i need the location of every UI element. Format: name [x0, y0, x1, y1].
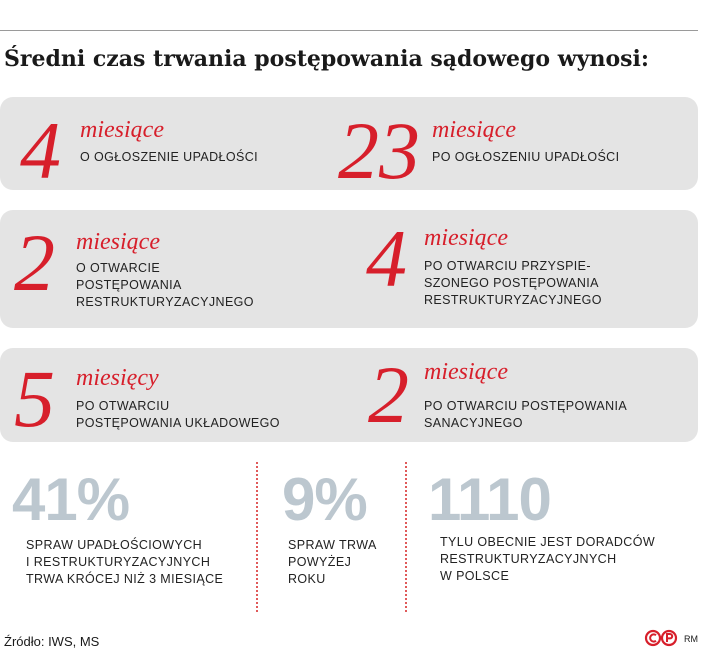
duration-value: 4 [366, 213, 407, 304]
duration-value: 23 [338, 105, 420, 196]
copyright-logo-icon [644, 629, 678, 647]
duration-description: o ogłoszenie upadłości [80, 149, 258, 166]
figure-description-line: i restrukturyzacyjnych [26, 555, 211, 569]
figure-description-line: restrukturyzacyjnych [440, 552, 617, 566]
duration-description-line: po otwarciu postępowania [424, 399, 628, 413]
duration-description-line: restrukturyzacyjnego [424, 293, 602, 307]
duration-description-line: postępowania [76, 278, 182, 292]
panel-row-1 [0, 97, 698, 190]
figure-value: 9% [282, 466, 368, 533]
duration-description-line: po otwarciu przyspie- [424, 259, 591, 273]
duration-description: po otwarciu przyspie- szonego postępowan… [424, 258, 602, 309]
duration-description-line: o ogłoszenie upadłości [80, 150, 259, 164]
figure-description-line: powyżej [288, 555, 352, 569]
figure-description: spraw upadłościowych i restrukturyzacyjn… [26, 537, 223, 588]
figure-description-line: w Polsce [440, 569, 510, 583]
figure-description-line: roku [288, 572, 326, 586]
duration-value: 4 [20, 105, 61, 196]
source-note: Źródło: IWS, MS [4, 634, 100, 649]
duration-unit: miesiące [76, 229, 160, 255]
top-rule [0, 30, 698, 31]
figure-description: tylu obecnie jest doradców restrukturyza… [440, 534, 655, 585]
duration-description-line: po otwarciu [76, 399, 170, 413]
logo-text: RM [684, 634, 698, 644]
duration-unit: miesiące [424, 359, 508, 385]
page-title: Średni czas trwania postępowania sądoweg… [4, 46, 649, 72]
figure-value: 1110 [428, 466, 552, 533]
duration-description: po ogłoszeniu upadłości [432, 149, 619, 166]
panel-row-3 [0, 348, 698, 442]
duration-value: 5 [14, 353, 55, 444]
figure-description-line: spraw upadłościowych [26, 538, 203, 552]
duration-description-line: szonego postępowania [424, 276, 599, 290]
duration-description-line: postępowania układowego [76, 416, 280, 430]
figure-description-line: trwa krócej niż 3 miesiące [26, 572, 224, 586]
duration-unit: miesiące [424, 225, 508, 251]
duration-description: o otwarcie postępowania restrukturyzacyj… [76, 260, 254, 311]
duration-unit: miesięcy [76, 365, 159, 391]
duration-description-line: sanacyjnego [424, 416, 523, 430]
figure-description-line: tylu obecnie jest doradców [440, 535, 656, 549]
dotted-separator [256, 462, 258, 612]
figure-value: 41% [12, 466, 130, 533]
duration-description-line: restrukturyzacyjnego [76, 295, 254, 309]
duration-description: po otwarciu postępowania układowego [76, 398, 280, 432]
duration-value: 2 [14, 217, 55, 308]
dotted-separator [405, 462, 407, 612]
duration-description-line: o otwarcie [76, 261, 161, 275]
duration-description-line: po ogłoszeniu upadłości [432, 150, 620, 164]
figure-description: spraw trwa powyżej roku [288, 537, 377, 588]
figure-description-line: spraw trwa [288, 538, 377, 552]
duration-value: 2 [368, 349, 409, 440]
duration-description: po otwarciu postępowania sanacyjnego [424, 398, 627, 432]
duration-unit: miesiące [432, 117, 516, 143]
duration-unit: miesiące [80, 117, 164, 143]
panel-row-2 [0, 210, 698, 328]
